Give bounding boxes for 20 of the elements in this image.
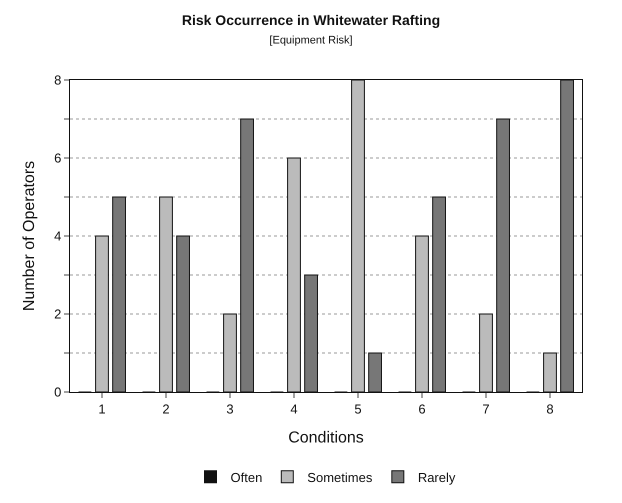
chart-title: Risk Occurrence in Whitewater Rafting	[182, 12, 440, 28]
x-tick-label: 2	[162, 402, 170, 417]
x-tick-label: 3	[226, 402, 234, 417]
legend-label: Rarely	[418, 470, 456, 485]
y-axis-title: Number of Operators	[21, 160, 38, 312]
y-tick-label: 2	[54, 306, 62, 322]
x-tick-label: 1	[98, 402, 106, 417]
y-tick-label: 8	[54, 72, 62, 88]
x-tick-label: 6	[418, 402, 426, 417]
y-tick-label: 0	[54, 384, 62, 400]
x-tick-label: 5	[354, 402, 362, 417]
x-tick-label: 4	[290, 402, 298, 417]
x-tick-label: 7	[482, 402, 490, 417]
y-tick-label: 4	[54, 228, 62, 244]
y-tick-label: 6	[54, 150, 62, 166]
legend-label: Sometimes	[307, 470, 373, 485]
chart-subtitle: [Equipment Risk]	[269, 34, 353, 46]
x-tick-label: 8	[546, 402, 554, 417]
legend-label: Often	[230, 470, 262, 485]
x-axis-title: Conditions	[288, 429, 364, 446]
